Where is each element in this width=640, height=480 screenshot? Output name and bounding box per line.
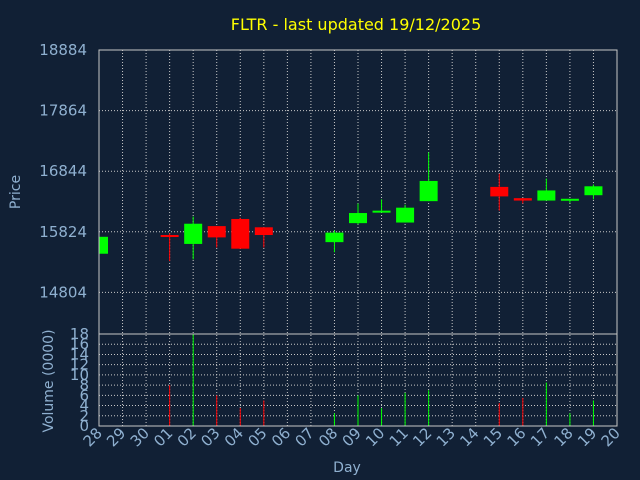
volume-axis-label: Volume (0000)	[41, 329, 57, 432]
volume-panel-frame	[98, 333, 618, 427]
volume-tick-label: 18	[70, 325, 89, 343]
candle-body	[99, 236, 108, 254]
volume-tick-label: 4	[79, 397, 89, 415]
volume-tick-label: 2	[79, 407, 89, 425]
price-tick-label: 14804	[39, 283, 87, 301]
volume-tick-label: 6	[79, 386, 89, 404]
candle-body	[207, 226, 226, 238]
x-axis-label: Day	[333, 460, 361, 476]
candle-body	[560, 198, 579, 201]
candle-body	[254, 227, 273, 236]
volume-tick-label: 8	[79, 376, 89, 394]
price-candles	[98, 152, 603, 262]
price-axis-label: Price	[8, 175, 24, 209]
candle-body	[396, 207, 415, 223]
volume-tick-label: 12	[70, 356, 89, 374]
plot-frames	[98, 49, 618, 427]
candle-body	[349, 213, 367, 224]
price-tick-label: 15824	[39, 223, 87, 241]
chart-title: FLTR - last updated 19/12/2025	[231, 15, 482, 34]
price-tick-label: 17864	[39, 102, 87, 120]
price-tick-label: 16844	[39, 162, 87, 180]
price-tick-label: 18884	[39, 41, 87, 59]
candle-body	[490, 186, 509, 197]
volume-tick-label: 14	[70, 345, 89, 363]
x-tick-labels: 2829300102030405060708091011121314151617…	[80, 424, 624, 450]
candle-body	[325, 232, 344, 243]
candle-body	[419, 180, 438, 202]
candle-body	[184, 223, 203, 244]
candle-body	[160, 235, 179, 238]
volume-tick-label: 0	[79, 417, 89, 435]
candle-body	[231, 218, 250, 249]
volume-bars	[169, 334, 594, 426]
volume-tick-label: 10	[70, 366, 89, 384]
candle-body	[513, 198, 532, 201]
candle-body	[537, 190, 556, 201]
volume-tick-label: 16	[70, 335, 89, 353]
candle-body	[372, 210, 391, 213]
candle-body	[584, 186, 603, 196]
price-tick-labels: 14804 15824 16844 17864 18884	[39, 41, 87, 301]
